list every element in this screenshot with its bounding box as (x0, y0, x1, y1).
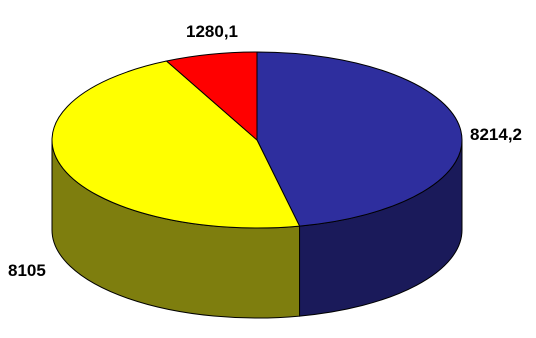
pie-slice-label-2: 8105 (8, 261, 46, 280)
pie-slice-2 (51, 60, 301, 229)
pie-slice-3 (165, 51, 258, 142)
pie-slice-1 (256, 51, 463, 227)
pie-tops (51, 51, 463, 229)
pie-slice-label-1: 8214,2 (470, 125, 522, 144)
pie-slice-label-3: 1280,1 (186, 22, 238, 41)
pie-labels: 8214,2 8105 1280,1 (8, 22, 522, 280)
